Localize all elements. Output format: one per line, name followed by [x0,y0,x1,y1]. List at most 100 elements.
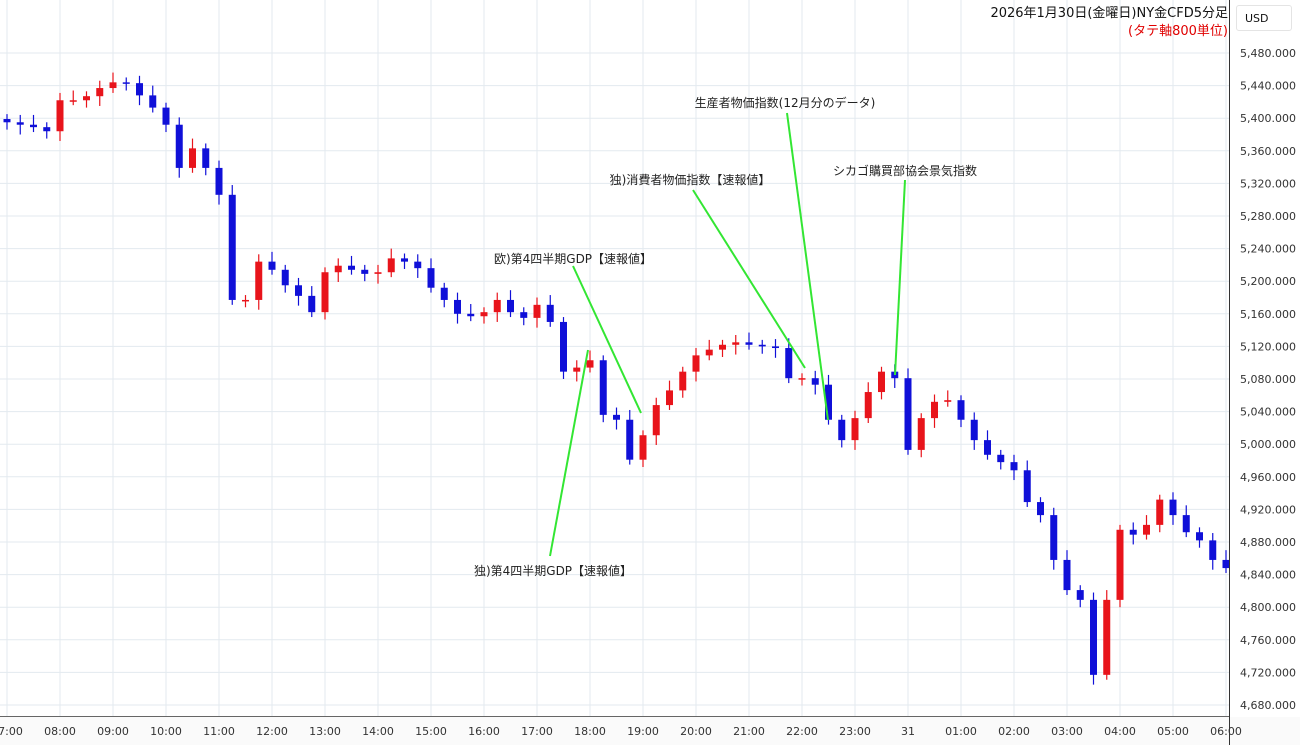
candle-body [560,321,567,372]
price-tick-label: 4,880.000 [1240,536,1296,549]
candle-body [1182,515,1190,533]
candle-body [732,342,740,345]
annotation-ppi: 生産者物価指数(12月分のデータ) [694,96,876,110]
candle-body [984,440,991,455]
annotation-line [786,112,829,421]
candle-body [573,367,581,372]
price-tick-label: 5,120.000 [1240,340,1296,353]
candle-body [719,344,726,350]
time-tick-label: 10:00 [150,725,182,738]
time-axis[interactable]: 07:00 08:00 09:00 10:00 11:00 12:00 13:00 14:00… [0,725,1242,738]
time-tick-label: 07:00 [0,725,23,738]
candle-body [1143,524,1150,535]
candle-body [202,148,210,168]
time-tick-label: 13:00 [309,725,341,738]
annotation-chicago-pmi: シカゴ購買部協会景気指数 [832,164,978,178]
price-tick-label: 5,280.000 [1240,210,1296,223]
time-tick-label: 11:00 [203,725,235,738]
price-tick-label: 4,840.000 [1240,569,1296,582]
annotation-line [549,349,589,557]
time-tick-label: 03:00 [1051,725,1083,738]
price-tick-label: 4,920.000 [1240,503,1296,516]
time-tick-label: 22:00 [786,725,818,738]
candle-body [493,299,501,313]
candle-body [864,392,872,419]
time-tick-label: 31 [901,725,915,738]
candle-body [851,418,859,441]
candle-body [361,269,369,274]
candle-body [586,360,594,368]
time-tick-label: 20:00 [680,725,712,738]
candle-body [440,287,448,300]
candle-body [348,265,355,270]
candle-body [69,100,77,102]
price-axis[interactable]: 5,480.000 5,440.000 5,400.000 5,360.000 5,32… [1240,47,1296,712]
candle-body [825,384,832,420]
candle-body [679,371,687,391]
candle-body [1209,540,1217,560]
price-tick-label: 5,320.000 [1240,177,1296,190]
candle-body [427,268,435,288]
candle-body [3,119,11,123]
time-tick-label: 23:00 [839,725,871,738]
candle-body [281,269,289,286]
candle-body [652,405,660,436]
time-tick-label: 09:00 [97,725,129,738]
candle-body [321,272,329,313]
candle-body [692,355,700,372]
annotation-lines [549,112,906,557]
candle-body [546,304,554,322]
price-tick-label: 4,800.000 [1240,601,1296,614]
candle-body [878,371,885,393]
candle-body [520,312,528,318]
candle-body [1076,590,1084,600]
candle-body [295,285,302,296]
candle-body [414,261,422,269]
candles [3,72,1230,685]
price-tick-label: 5,240.000 [1240,243,1296,256]
candle-body [136,83,143,96]
price-tick-label: 5,480.000 [1240,47,1296,60]
candle-body [507,299,514,313]
candle-body [387,258,395,273]
candle-body [1023,470,1031,503]
annotation-de-gdp: 独)第4四半期GDP【速報値】 [473,564,633,578]
candle-body [175,124,183,168]
candle-body [904,378,912,450]
time-tick-label: 04:00 [1104,725,1136,738]
annotation-de-cpi: 独)消費者物価指数【速報値】 [609,173,771,187]
candle-body [533,304,541,318]
candle-body [189,148,196,168]
price-tick-label: 5,360.000 [1240,145,1296,158]
candle-body [785,348,793,379]
price-tick-label: 4,720.000 [1240,666,1296,679]
chart-subtitle: (タテ軸800単位) [1128,24,1228,39]
price-tick-label: 5,040.000 [1240,406,1296,419]
price-tick-label: 5,200.000 [1240,275,1296,288]
price-tick-label: 5,080.000 [1240,373,1296,386]
candle-body [242,299,249,302]
time-tick-label: 17:00 [521,725,553,738]
candle-body [1103,599,1111,675]
time-tick-label: 08:00 [44,725,76,738]
candle-body [1196,532,1203,541]
candle-body [931,401,938,419]
time-tick-label: 15:00 [415,725,447,738]
annotation-line [894,179,906,376]
candle-body [705,349,713,356]
candle-body [83,96,90,101]
time-tick-label: 14:00 [362,725,394,738]
currency-button[interactable]: USD [1236,5,1292,31]
time-tick-label: 21:00 [733,725,765,738]
candle-body [255,261,263,300]
candle-body [772,346,779,349]
time-tick-label: 06:00 [1210,725,1242,738]
candle-body [758,344,766,347]
price-tick-label: 5,000.000 [1240,438,1296,451]
candle-body [613,414,620,420]
candle-body [811,378,819,385]
candle-body [944,400,952,402]
candle-body [1050,515,1058,560]
candle-body [334,265,342,273]
candle-body [970,419,978,441]
